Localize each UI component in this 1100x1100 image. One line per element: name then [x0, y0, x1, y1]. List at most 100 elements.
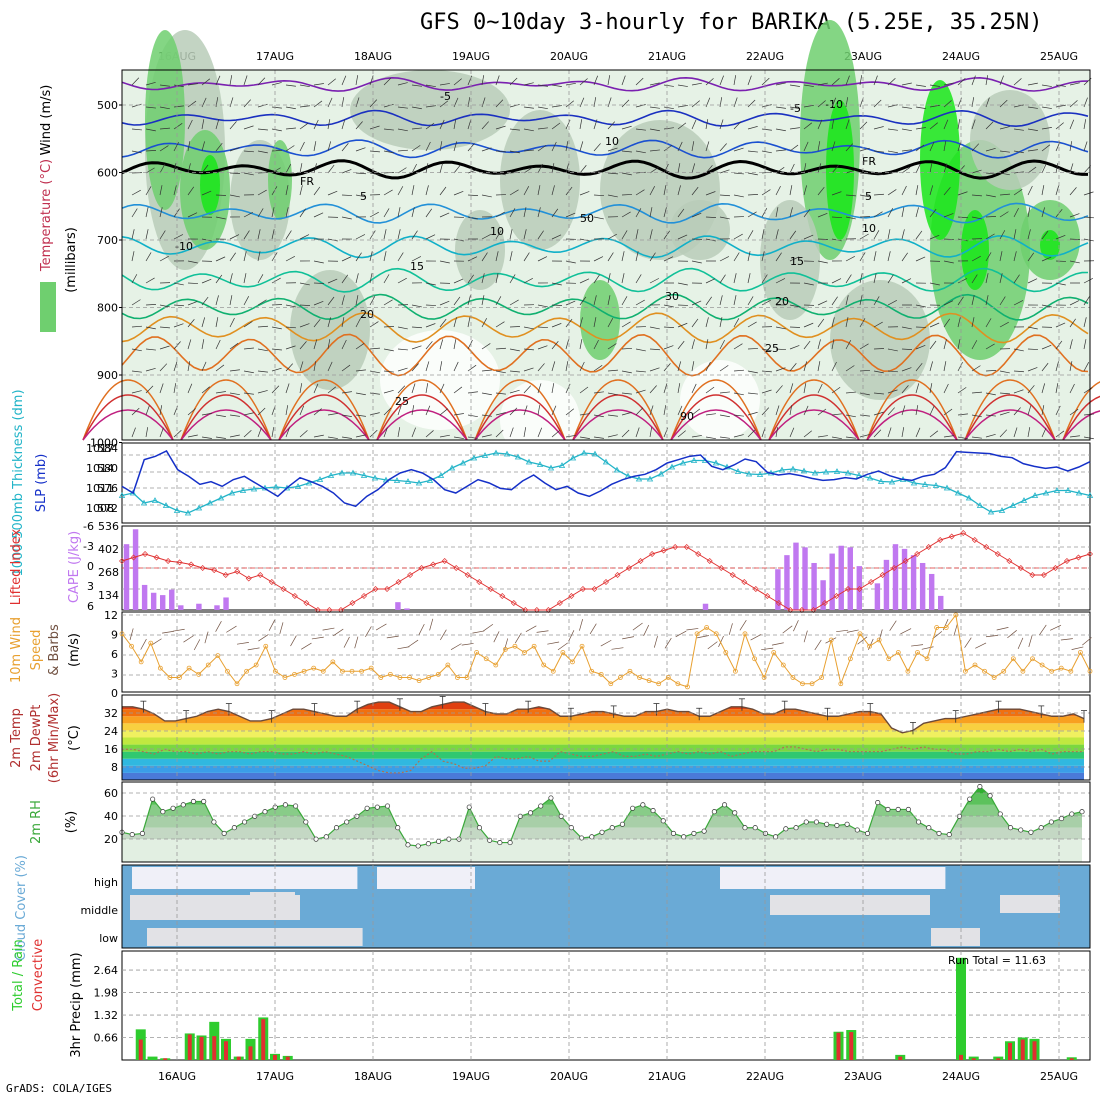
- wind-barb: [397, 405, 402, 416]
- wind-barb: [593, 317, 597, 328]
- wind-barb: [383, 103, 394, 108]
- li-point: [1052, 565, 1059, 571]
- wind-barb: [1069, 383, 1075, 394]
- li-point: [568, 593, 575, 599]
- thickness-point: [690, 457, 698, 463]
- thickness-point: [811, 469, 819, 476]
- wind-axis-label: Wind (m/s): [39, 85, 54, 156]
- wind-barb: [551, 122, 561, 130]
- wind-barb: [299, 405, 305, 416]
- millibars-axis-label: (millibars): [64, 227, 79, 293]
- wind-barb: [635, 77, 644, 86]
- wind-barb: [831, 191, 842, 196]
- wind-barb: [215, 436, 226, 439]
- precip-total-bar: [956, 957, 966, 1060]
- wind-barb: [607, 172, 618, 175]
- rh2m-point: [640, 802, 646, 808]
- cloud-level-label: middle: [80, 904, 118, 917]
- wind-barb: [313, 119, 319, 130]
- wind-barb: [383, 77, 392, 86]
- date-label-top: 24AUG: [942, 50, 980, 63]
- wind-barb: [375, 623, 387, 631]
- wind-barb: [187, 186, 195, 196]
- wind-speed-point: [847, 656, 853, 662]
- rh2m-point: [1007, 825, 1014, 831]
- wind-barb: [341, 391, 352, 394]
- wind-barb: [747, 172, 758, 176]
- wind-barb: [691, 141, 695, 152]
- wind-barb: [411, 427, 416, 438]
- wind-barb: [383, 229, 387, 240]
- wind-barb: [761, 407, 770, 416]
- wind-barb: [789, 127, 800, 130]
- rh2m-point: [701, 828, 707, 834]
- wind-barb: [145, 150, 157, 152]
- wind-barb: [229, 97, 234, 108]
- wind-barb: [733, 392, 744, 396]
- wind-barb: [803, 208, 811, 218]
- wind-barb: [789, 207, 793, 218]
- wind-barb: [355, 172, 366, 175]
- wind-barb: [943, 408, 953, 416]
- wind-barb: [173, 429, 182, 438]
- wind-barb: [873, 411, 884, 416]
- wind-barb: [593, 436, 604, 439]
- thickness-point: [371, 474, 379, 481]
- wind-speed-point: [828, 637, 834, 643]
- thickness-point: [1042, 489, 1050, 496]
- wind-speed-point: [963, 668, 968, 674]
- thickness-point: [250, 485, 258, 492]
- wind-barb: [915, 144, 925, 152]
- minmax-axis-label: (6hr Min/Max): [47, 693, 62, 783]
- wind-barb: [964, 637, 972, 648]
- wind-barb: [761, 370, 772, 373]
- wind-barb: [761, 104, 772, 108]
- temp-band: [122, 695, 1090, 702]
- wind-barb: [495, 150, 506, 153]
- wind-barb: [425, 405, 431, 416]
- dry-region: [380, 330, 500, 430]
- cape-bar: [811, 562, 817, 610]
- thickness-tick-label: 580: [97, 462, 118, 475]
- wind-barb: [285, 164, 292, 174]
- wind-speed-point: [627, 668, 633, 674]
- wind-barb: [565, 260, 576, 264]
- li-point: [153, 554, 160, 561]
- wind-barb: [425, 122, 435, 130]
- wind-barb: [579, 317, 583, 328]
- rh-blob: [830, 280, 930, 400]
- li-tick-label: 6: [87, 600, 94, 613]
- wind-barb: [509, 299, 519, 306]
- wind-barb: [509, 274, 516, 284]
- wind-barb: [859, 318, 866, 328]
- wind-barb: [1083, 339, 1087, 350]
- li-point: [430, 561, 437, 568]
- wind-barb: [999, 172, 1010, 176]
- wind-barb: [1069, 119, 1075, 130]
- wind-barb: [271, 106, 282, 109]
- wind-barb: [229, 121, 237, 130]
- wind-barb: [775, 427, 779, 438]
- cape-bar: [141, 584, 148, 610]
- li-point: [741, 579, 748, 585]
- wind-speed-point: [177, 675, 182, 680]
- wind-barb: [817, 383, 823, 394]
- wind-speed-point: [637, 675, 642, 680]
- wind-barb: [215, 256, 226, 262]
- wind-barb: [1027, 405, 1032, 416]
- wind-barb: [355, 75, 359, 86]
- wind-barb: [622, 636, 635, 640]
- thickness-point: [679, 459, 687, 466]
- wind-barb: [887, 189, 897, 196]
- thickness-point: [239, 487, 247, 493]
- wind-barb: [271, 82, 282, 86]
- wind-barb: [383, 189, 393, 196]
- wind-barb: [985, 392, 996, 396]
- rh2m-point: [793, 825, 799, 831]
- wind-barb: [761, 389, 772, 394]
- wind-barb: [1041, 106, 1052, 109]
- rh-blob: [455, 210, 505, 290]
- wind-barb: [341, 436, 352, 439]
- wind-barb: [1041, 207, 1045, 218]
- wind-barb: [593, 119, 598, 130]
